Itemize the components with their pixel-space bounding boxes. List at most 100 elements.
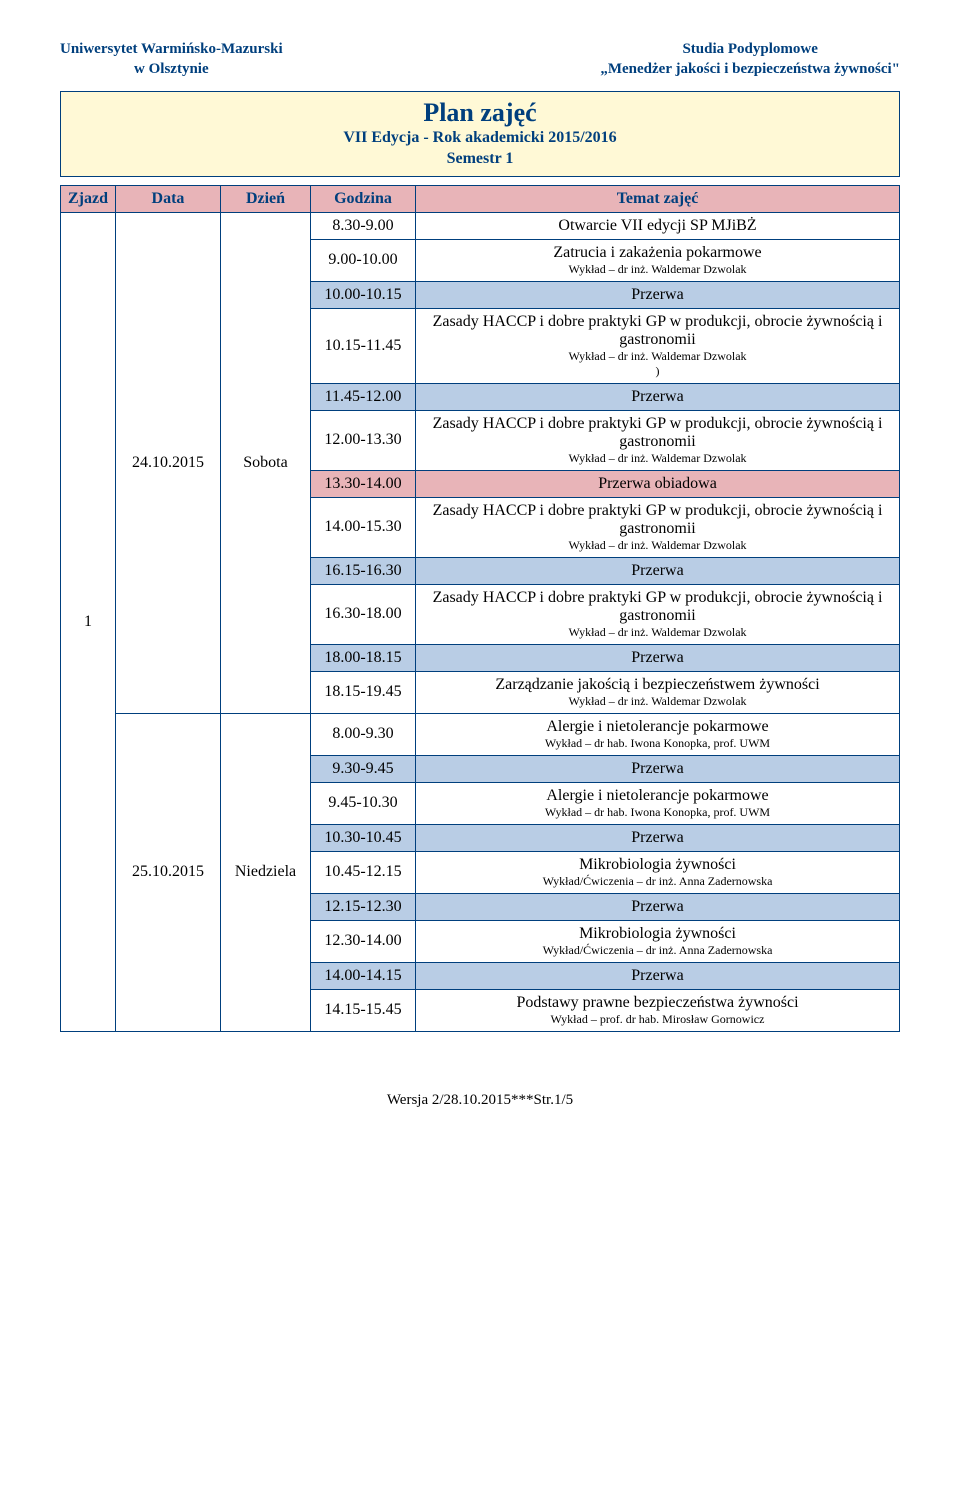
- time-cell: 16.30-18.00: [311, 584, 416, 644]
- topic-cell: Alergie i nietolerancje pokarmoweWykład …: [416, 782, 900, 824]
- zjazd-cell: 1: [61, 212, 116, 1031]
- time-cell: 8.00-9.30: [311, 713, 416, 755]
- col-zjazd: Zjazd: [61, 185, 116, 212]
- time-cell: 18.00-18.15: [311, 644, 416, 671]
- topic-title: Zarządzanie jakością i bezpieczeństwem ż…: [495, 676, 819, 693]
- time-cell: 13.30-14.00: [311, 470, 416, 497]
- header-right: Studia Podyplomowe „Menedżer jakości i b…: [600, 40, 900, 79]
- lecturer: Wykład – dr hab. Iwona Konopka, prof. UW…: [422, 736, 893, 751]
- extra-note: ): [422, 364, 893, 379]
- topic-title: Przerwa: [631, 562, 683, 579]
- lecturer: Wykład – dr hab. Iwona Konopka, prof. UW…: [422, 805, 893, 820]
- topic-title: Przerwa: [631, 898, 683, 915]
- time-cell: 8.30-9.00: [311, 212, 416, 239]
- topic-title: Przerwa obiadowa: [598, 475, 717, 492]
- topic-title: Zasady HACCP i dobre praktyki GP w produ…: [433, 502, 883, 537]
- lecturer: Wykład – prof. dr hab. Mirosław Gornowic…: [422, 1012, 893, 1027]
- col-dzien: Dzień: [221, 185, 311, 212]
- topic-cell: Alergie i nietolerancje pokarmoweWykład …: [416, 713, 900, 755]
- topic-cell: Przerwa: [416, 281, 900, 308]
- lecturer: Wykład/Ćwiczenia – dr inż. Anna Zadernow…: [422, 874, 893, 889]
- time-cell: 16.15-16.30: [311, 557, 416, 584]
- lecturer: Wykład – dr inż. Waldemar Dzwolak: [422, 538, 893, 553]
- topic-cell: Przerwa: [416, 824, 900, 851]
- time-cell: 9.45-10.30: [311, 782, 416, 824]
- day-cell: Sobota: [221, 212, 311, 713]
- time-cell: 9.00-10.00: [311, 239, 416, 281]
- topic-title: Zatrucia i zakażenia pokarmowe: [553, 244, 761, 261]
- title-main: Plan zajęć: [73, 98, 887, 128]
- lecturer: Wykład – dr inż. Waldemar Dzwolak: [422, 694, 893, 709]
- time-cell: 11.45-12.00: [311, 383, 416, 410]
- title-box: Plan zajęć VII Edycja - Rok akademicki 2…: [60, 91, 900, 177]
- topic-title: Alergie i nietolerancje pokarmowe: [546, 718, 768, 735]
- topic-cell: Przerwa: [416, 644, 900, 671]
- topic-cell: Zasady HACCP i dobre praktyki GP w produ…: [416, 584, 900, 644]
- topic-cell: Zasady HACCP i dobre praktyki GP w produ…: [416, 497, 900, 557]
- header-left: Uniwersytet Warmińsko-Mazurski w Olsztyn…: [60, 40, 283, 79]
- topic-title: Przerwa: [631, 388, 683, 405]
- time-cell: 12.30-14.00: [311, 920, 416, 962]
- date-cell: 25.10.2015: [116, 713, 221, 1031]
- table-head: Zjazd Data Dzień Godzina Temat zajęć: [61, 185, 900, 212]
- topic-title: Zasady HACCP i dobre praktyki GP w produ…: [433, 415, 883, 450]
- col-temat: Temat zajęć: [416, 185, 900, 212]
- topic-cell: Zasady HACCP i dobre praktyki GP w produ…: [416, 308, 900, 383]
- topic-cell: Podstawy prawne bezpieczeństwa żywnościW…: [416, 989, 900, 1031]
- col-godzina: Godzina: [311, 185, 416, 212]
- time-cell: 9.30-9.45: [311, 755, 416, 782]
- day-cell: Niedziela: [221, 713, 311, 1031]
- table-body: 124.10.2015Sobota8.30-9.00 Otwarcie VII e…: [61, 212, 900, 1031]
- topic-title: Przerwa: [631, 286, 683, 303]
- table-row: 124.10.2015Sobota8.30-9.00Otwarcie VII e…: [61, 212, 900, 239]
- header-left-line1: Uniwersytet Warmińsko-Mazurski: [60, 40, 283, 60]
- topic-cell: Mikrobiologia żywnościWykład/Ćwiczenia –…: [416, 851, 900, 893]
- lecturer: Wykład – dr inż. Waldemar Dzwolak: [422, 625, 893, 640]
- time-cell: 10.30-10.45: [311, 824, 416, 851]
- topic-cell: Zatrucia i zakażenia pokarmoweWykład – d…: [416, 239, 900, 281]
- topic-title: Podstawy prawne bezpieczeństwa żywności: [516, 994, 798, 1011]
- topic-title: Otwarcie VII edycji SP MJiBŻ: [558, 217, 756, 234]
- time-cell: 14.15-15.45: [311, 989, 416, 1031]
- title-sub2: Semestr 1: [73, 149, 887, 170]
- topic-cell: Otwarcie VII edycji SP MJiBŻ: [416, 212, 900, 239]
- topic-cell: Zasady HACCP i dobre praktyki GP w produ…: [416, 410, 900, 470]
- header-right-line2: „Menedżer jakości i bezpieczeństwa żywno…: [600, 60, 900, 80]
- topic-cell: Przerwa: [416, 755, 900, 782]
- schedule-table: Zjazd Data Dzień Godzina Temat zajęć 124…: [60, 185, 900, 1032]
- title-sub1: VII Edycja - Rok akademicki 2015/2016: [73, 128, 887, 149]
- footer: Wersja 2/28.10.2015***Str.1/5: [60, 1092, 900, 1109]
- topic-cell: Przerwa obiadowa: [416, 470, 900, 497]
- time-cell: 10.00-10.15: [311, 281, 416, 308]
- topic-cell: Przerwa: [416, 962, 900, 989]
- date-cell: 24.10.2015: [116, 212, 221, 713]
- header-right-line1: Studia Podyplomowe: [600, 40, 900, 60]
- topic-title: Przerwa: [631, 760, 683, 777]
- time-cell: 18.15-19.45: [311, 671, 416, 713]
- topic-title: Przerwa: [631, 649, 683, 666]
- topic-cell: Przerwa: [416, 557, 900, 584]
- topic-cell: Przerwa: [416, 893, 900, 920]
- topic-title: Mikrobiologia żywności: [579, 856, 736, 873]
- time-cell: 14.00-14.15: [311, 962, 416, 989]
- col-data: Data: [116, 185, 221, 212]
- time-cell: 10.15-11.45: [311, 308, 416, 383]
- topic-title: Alergie i nietolerancje pokarmowe: [546, 787, 768, 804]
- time-cell: 14.00-15.30: [311, 497, 416, 557]
- page-header: Uniwersytet Warmińsko-Mazurski w Olsztyn…: [60, 40, 900, 79]
- time-cell: 12.00-13.30: [311, 410, 416, 470]
- topic-title: Mikrobiologia żywności: [579, 925, 736, 942]
- topic-cell: Zarządzanie jakością i bezpieczeństwem ż…: [416, 671, 900, 713]
- topic-title: Przerwa: [631, 967, 683, 984]
- header-left-line2: w Olsztynie: [60, 60, 283, 80]
- topic-title: Przerwa: [631, 829, 683, 846]
- table-row: 25.10.2015Niedziela8.00-9.30Alergie i ni…: [61, 713, 900, 755]
- lecturer: Wykład/Ćwiczenia – dr inż. Anna Zadernow…: [422, 943, 893, 958]
- topic-cell: Przerwa: [416, 383, 900, 410]
- lecturer: Wykład – dr inż. Waldemar Dzwolak: [422, 349, 893, 364]
- lecturer: Wykład – dr inż. Waldemar Dzwolak: [422, 451, 893, 466]
- topic-title: Zasady HACCP i dobre praktyki GP w produ…: [433, 589, 883, 624]
- lecturer: Wykład – dr inż. Waldemar Dzwolak: [422, 262, 893, 277]
- topic-cell: Mikrobiologia żywnościWykład/Ćwiczenia –…: [416, 920, 900, 962]
- time-cell: 12.15-12.30: [311, 893, 416, 920]
